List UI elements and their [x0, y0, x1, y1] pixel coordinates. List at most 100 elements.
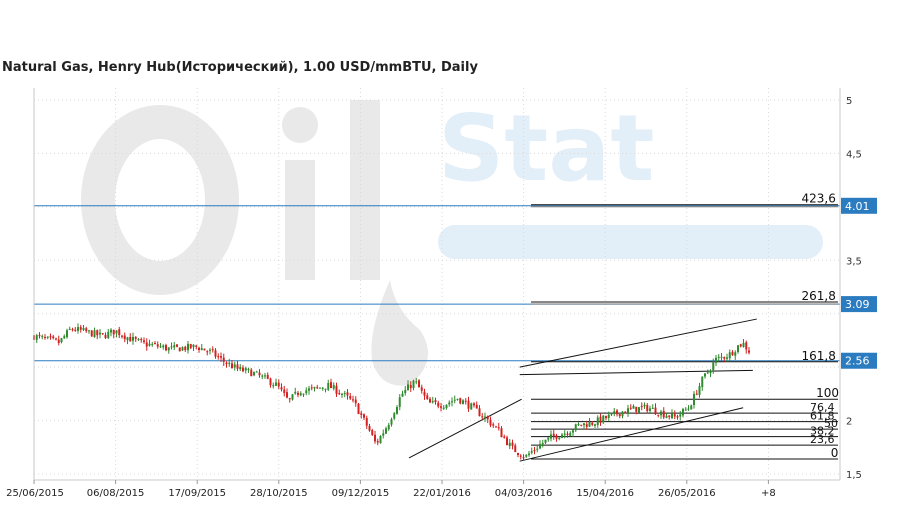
- candle-up: [528, 453, 530, 456]
- candle-down: [657, 414, 660, 416]
- candle-up: [261, 375, 264, 377]
- candle-down: [165, 345, 167, 351]
- candle-up: [46, 336, 49, 338]
- candle-down: [624, 411, 627, 414]
- fibonacci-level-label: 161,8: [802, 349, 836, 363]
- candle-down: [178, 347, 181, 352]
- y-tick-label: 2: [846, 417, 852, 428]
- watermark-dot-shape: [282, 107, 318, 143]
- candle-down: [429, 398, 431, 403]
- candle-down: [266, 374, 269, 379]
- level-price-badge-label: 3.09: [845, 298, 870, 311]
- candle-up: [649, 408, 651, 411]
- candle-up: [321, 387, 324, 389]
- candle-up: [715, 357, 717, 363]
- candle-down: [640, 406, 643, 408]
- candle-down: [85, 328, 88, 332]
- candle-down: [96, 330, 99, 336]
- candle-up: [341, 393, 343, 395]
- candle-up: [693, 393, 695, 406]
- candle-down: [123, 335, 126, 340]
- candle-down: [104, 334, 107, 338]
- candle-down: [250, 369, 253, 377]
- candle-up: [63, 336, 66, 339]
- candle-down: [426, 395, 429, 399]
- candle-down: [222, 357, 225, 362]
- candle-down: [198, 347, 200, 351]
- candle-down: [478, 408, 481, 417]
- candle-down: [497, 427, 500, 429]
- fibonacci-level-label: 50: [824, 417, 838, 430]
- candle-up: [115, 330, 118, 334]
- candle-down: [352, 399, 354, 401]
- candle-up: [734, 352, 737, 356]
- candle-up: [684, 409, 687, 411]
- candle-down: [225, 362, 228, 365]
- candle-up: [264, 375, 266, 377]
- candle-up: [621, 411, 624, 417]
- candle-up: [508, 442, 511, 447]
- candle-up: [530, 451, 533, 453]
- candle-up: [717, 356, 720, 358]
- candle-up: [404, 389, 407, 394]
- candle-down: [629, 407, 632, 409]
- candle-up: [742, 343, 745, 347]
- candle-up: [462, 400, 464, 404]
- watermark-i-shape: [285, 160, 315, 280]
- candle-down: [585, 424, 588, 427]
- candle-up: [720, 356, 723, 358]
- candle-up: [698, 386, 701, 395]
- candle-up: [451, 401, 453, 403]
- candle-down: [38, 335, 41, 337]
- y-tick-label: 5: [846, 96, 852, 107]
- candle-down: [134, 337, 137, 339]
- candle-up: [539, 444, 541, 449]
- candle-up: [572, 430, 574, 433]
- x-tick-label: 15/04/2016: [576, 488, 634, 499]
- candle-down: [676, 416, 679, 418]
- candle-down: [635, 406, 638, 412]
- candle-down: [280, 387, 283, 390]
- candle-up: [690, 405, 693, 410]
- candle-up: [706, 372, 709, 374]
- candle-up: [547, 437, 550, 440]
- candle-up: [82, 327, 85, 330]
- candle-down: [591, 422, 594, 425]
- candle-down: [242, 367, 244, 372]
- candle-down: [423, 391, 426, 396]
- candle-down: [236, 364, 239, 369]
- candle-down: [217, 356, 220, 358]
- candle-up: [550, 434, 552, 439]
- candle-up: [544, 439, 547, 443]
- candle-up: [41, 336, 44, 338]
- fibonacci-level-label: 61,8: [810, 410, 835, 423]
- candle-down: [55, 338, 57, 340]
- trend-lines[interactable]: [408, 318, 757, 462]
- candle-down: [519, 455, 522, 457]
- candle-up: [407, 384, 409, 391]
- level-price-badge: [841, 296, 877, 313]
- y-tick-label: 3,5: [846, 256, 862, 267]
- candle-down: [310, 387, 313, 389]
- candle-up: [643, 404, 646, 407]
- candle-up: [313, 387, 316, 389]
- candle-down: [464, 400, 467, 402]
- candle-up: [679, 414, 682, 417]
- candle-down: [112, 329, 115, 335]
- candle-down: [739, 344, 742, 347]
- fibonacci-level-label: 38,2: [810, 425, 835, 438]
- candle-up: [162, 345, 165, 348]
- candle-up: [192, 344, 195, 348]
- candle-down: [338, 393, 341, 395]
- level-price-badge: [841, 352, 877, 369]
- candle-up: [181, 347, 184, 351]
- candle-down: [357, 403, 360, 414]
- candle-down: [57, 339, 60, 343]
- candle-up: [272, 385, 275, 387]
- candle-up: [275, 382, 277, 386]
- candle-down: [486, 416, 489, 420]
- candle-down: [330, 382, 332, 389]
- candle-up: [132, 336, 134, 341]
- y-tick-label: 1,5: [846, 470, 862, 481]
